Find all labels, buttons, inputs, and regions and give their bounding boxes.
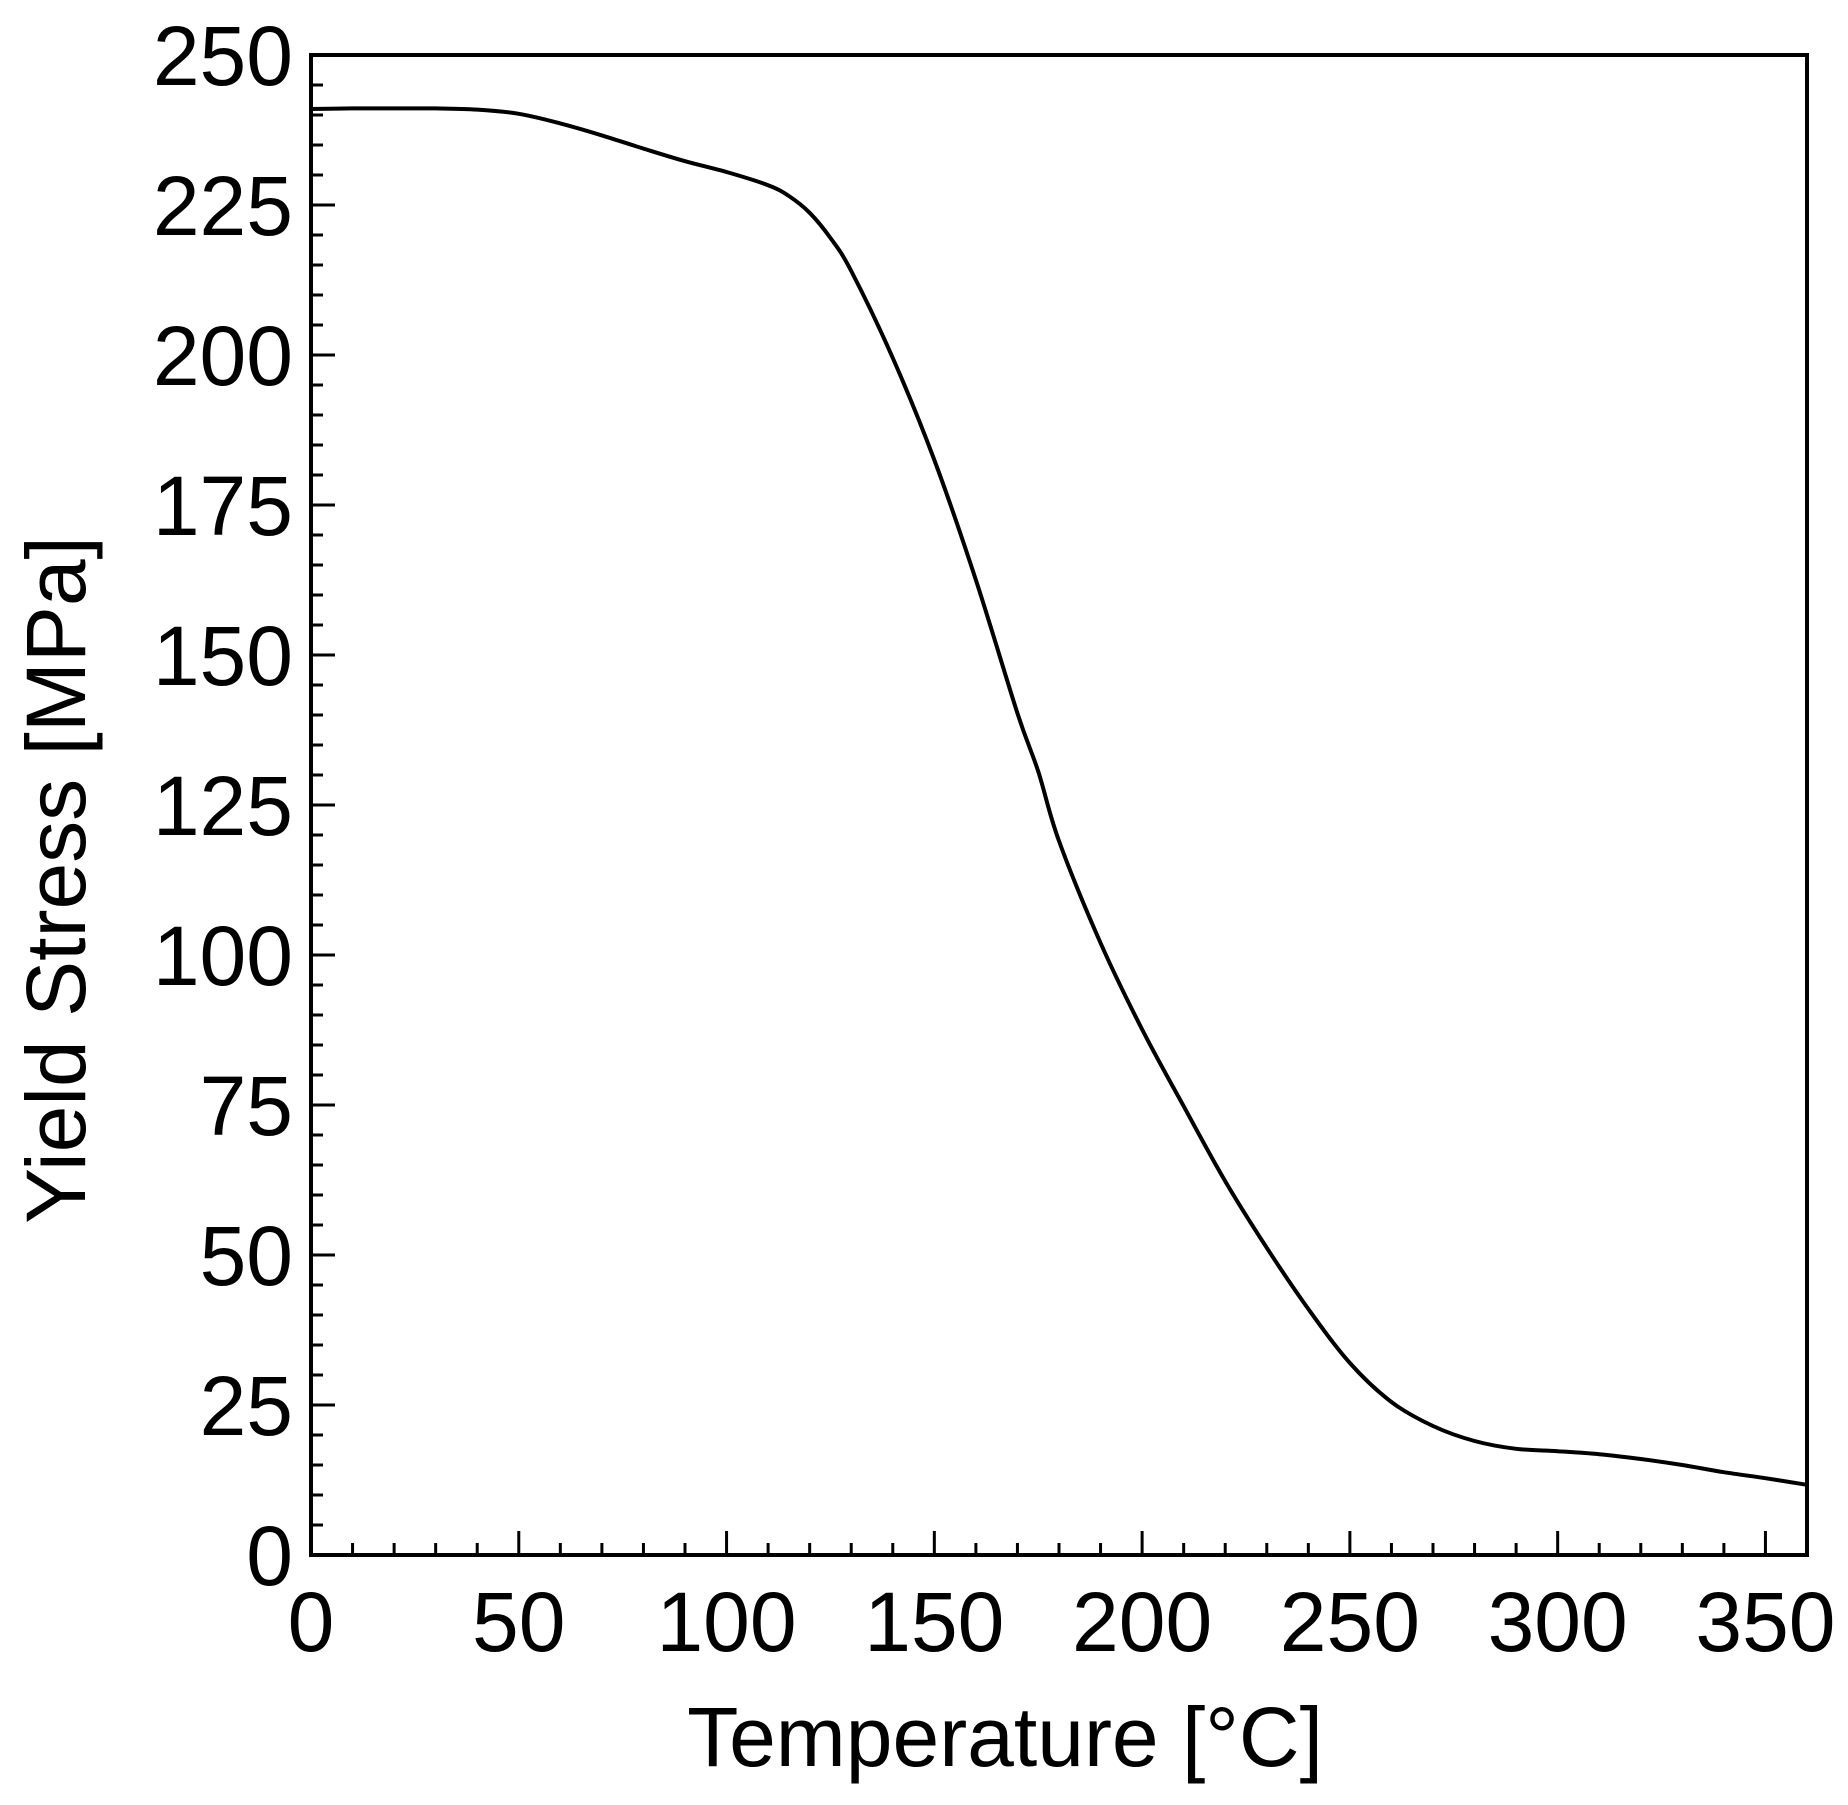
x-tick-label: 250 [1280, 1575, 1420, 1669]
x-tick-label: 300 [1488, 1575, 1628, 1669]
y-tick-label: 200 [153, 309, 293, 403]
y-axis-title: Yield Stress [MPa] [9, 536, 103, 1224]
y-tick-label: 225 [153, 159, 293, 253]
x-tick-label: 50 [472, 1575, 565, 1669]
y-tick-label: 50 [200, 1209, 293, 1303]
x-tick-label: 0 [288, 1575, 335, 1669]
y-tick-label: 100 [153, 909, 293, 1003]
plot-frame [309, 53, 1809, 1557]
x-tick-labels: 0 50 100 150 200 250 300 350 [288, 1575, 1836, 1669]
y-tick-label: 75 [200, 1059, 293, 1153]
x-tick-label: 150 [864, 1575, 1004, 1669]
x-tick-label: 200 [1072, 1575, 1212, 1669]
x-tick-label: 100 [656, 1575, 796, 1669]
y-tick-label: 250 [153, 9, 293, 103]
y-tick-label: 0 [246, 1509, 293, 1603]
y-tick-label: 25 [200, 1359, 293, 1453]
y-tick-label: 150 [153, 609, 293, 703]
y-tick-label: 125 [153, 759, 293, 853]
x-tick-label: 350 [1695, 1575, 1835, 1669]
series-line-yield-stress [309, 106, 1809, 1487]
x-axis-title: Temperature [°C] [687, 1690, 1323, 1784]
y-tick-labels: 0 25 50 75 100 125 150 175 200 225 250 [153, 9, 293, 1603]
y-tick-label: 175 [153, 459, 293, 553]
